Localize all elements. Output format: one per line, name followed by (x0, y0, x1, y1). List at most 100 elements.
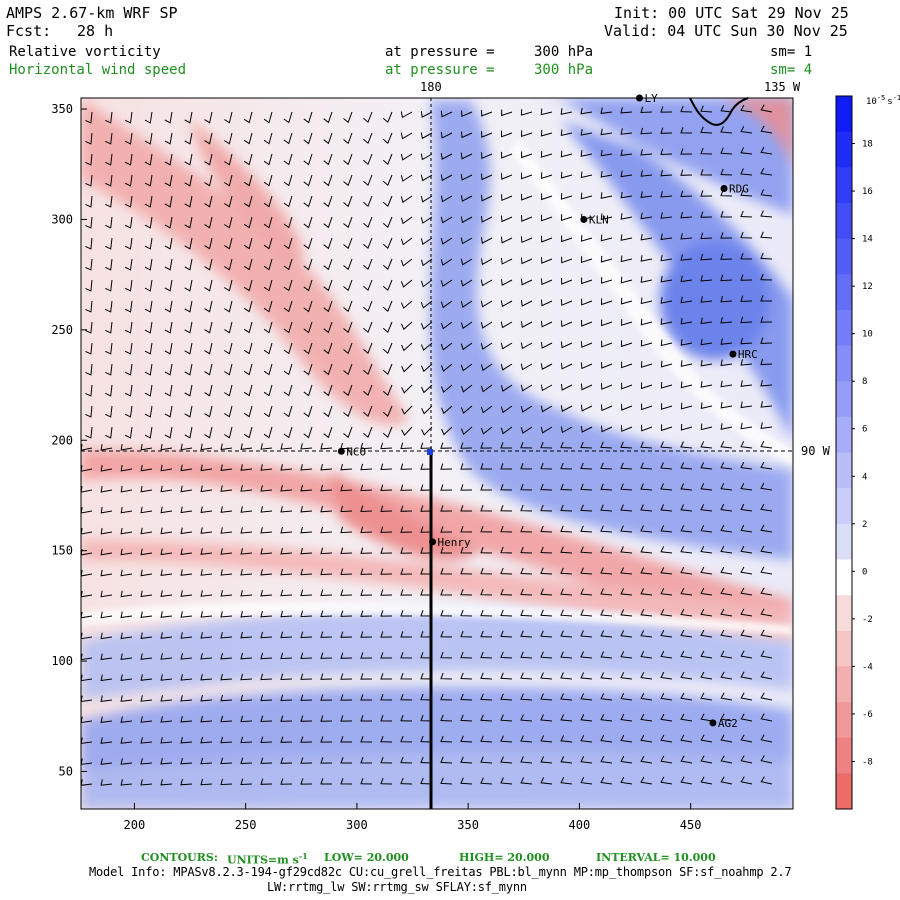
wind-barb (320, 736, 333, 743)
wind-barb (680, 525, 693, 533)
wind-barb (600, 672, 613, 680)
wind-barb (500, 630, 513, 638)
wind-barb (600, 192, 613, 199)
wind-barb (500, 342, 513, 350)
contours-high: HIGH= 20.000 (459, 851, 550, 864)
wind-barb (363, 279, 373, 292)
wind-barb (160, 485, 173, 493)
wind-barb (500, 363, 513, 371)
wind-barb (164, 363, 173, 376)
wind-barb (660, 212, 673, 219)
wind-barb (480, 630, 493, 638)
wind-barb (541, 193, 553, 201)
wind-barb (560, 756, 573, 764)
wind-barb (280, 778, 293, 785)
wind-barb (720, 126, 733, 134)
wind-barb (100, 486, 113, 493)
wind-barb (640, 382, 653, 390)
wind-barb (380, 673, 392, 680)
wind-barb (760, 482, 773, 491)
wind-barb (520, 300, 533, 307)
colorbar-tick-label: 4 (862, 472, 867, 482)
wind-barb (561, 256, 573, 264)
wind-barb (160, 548, 173, 556)
wind-barb (760, 189, 773, 197)
wind-barb (240, 673, 253, 681)
wind-barb (620, 776, 633, 785)
wind-barb (303, 300, 313, 313)
wind-barb (85, 321, 93, 334)
wind-barb (380, 631, 393, 638)
wind-barb (184, 342, 193, 355)
wind-barb (700, 462, 713, 470)
wind-barb (340, 673, 353, 680)
model-info-line2: LW:rrtmg_lw SW:rrtmg_sw SFLAY:sf_mynn (267, 880, 527, 894)
wind-barb (620, 651, 633, 659)
wind-barb (660, 525, 673, 533)
wind-barb (140, 527, 153, 535)
wind-barb (740, 629, 753, 638)
wind-barb (600, 128, 613, 136)
wind-barb (283, 216, 293, 229)
wind-barb (600, 149, 613, 157)
wind-barb (160, 695, 173, 702)
wind-barb (263, 426, 273, 439)
wind-barb (363, 384, 373, 397)
wind-barb (520, 321, 533, 328)
colorbar-bin (836, 345, 852, 382)
wind-barb (400, 526, 413, 533)
wind-barb (500, 405, 513, 414)
wind-barb (760, 231, 773, 239)
wind-barb (320, 442, 333, 450)
wind-barb (243, 405, 253, 418)
station-marker (429, 538, 437, 546)
wind-barb (720, 338, 733, 345)
wind-barb (620, 672, 633, 680)
wind-barb (600, 171, 613, 178)
wind-barb (323, 342, 333, 355)
wind-barb (320, 652, 333, 659)
wind-barb (580, 546, 593, 554)
wind-barb (520, 609, 533, 617)
wind-barb (480, 173, 493, 181)
wind-barb (720, 608, 733, 617)
wind-barb (580, 714, 593, 722)
wind-barb (224, 384, 233, 397)
wind-barb (343, 405, 353, 418)
wind-barb (561, 277, 573, 285)
wind-barb (300, 736, 313, 743)
wind-barb (700, 566, 713, 575)
wind-barb (480, 300, 493, 308)
wind-barb (144, 321, 153, 334)
wind-barb (184, 363, 193, 376)
wind-barb (300, 631, 313, 639)
wind-barb (620, 525, 633, 533)
wind-barb (323, 279, 333, 292)
wind-barb (200, 778, 213, 786)
wind-barb (120, 590, 133, 598)
wind-barb (85, 174, 93, 187)
wind-barb (680, 254, 693, 261)
wind-barb (520, 504, 533, 512)
wind-barb (401, 363, 413, 373)
wind-barb (660, 148, 673, 156)
wind-barb (260, 568, 273, 576)
wind-barb (323, 237, 333, 250)
wind-barb (600, 567, 613, 575)
wind-barb (280, 568, 293, 576)
wind-barb (420, 505, 433, 512)
wind-barb (420, 342, 433, 351)
wind-barb (520, 405, 533, 413)
colorbar-bin (836, 488, 852, 525)
wind-barb (220, 569, 233, 576)
wind-barb (160, 443, 173, 451)
wind-barb (303, 132, 313, 145)
wind-barb (184, 300, 193, 313)
wind-barb (200, 736, 213, 744)
wind-barb (105, 258, 113, 271)
wind-barb (740, 461, 753, 470)
wind-barb (740, 545, 753, 554)
wind-barb (260, 485, 273, 492)
wind-barb (680, 317, 693, 325)
wind-barb (243, 300, 253, 313)
